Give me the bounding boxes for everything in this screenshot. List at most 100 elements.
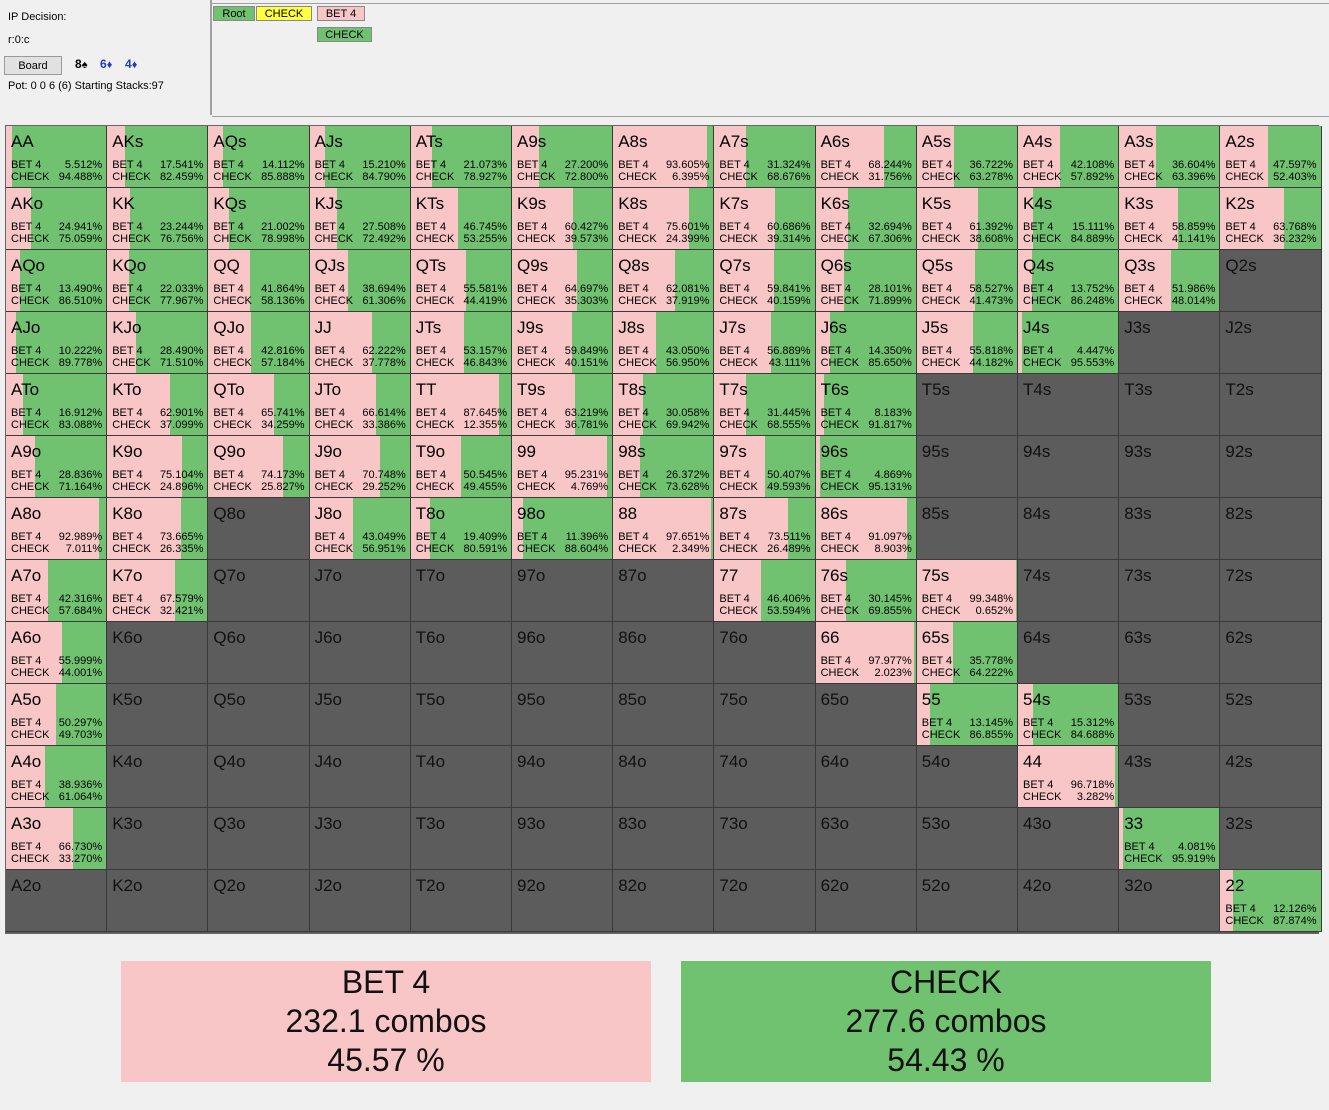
hand-cell[interactable]: K6s BET 4 32.694% CHECK 67.306% — [815, 188, 917, 250]
hand-cell[interactable]: 97s BET 4 50.407% CHECK 49.593% — [714, 436, 816, 498]
hand-cell[interactable]: K2s BET 4 63.768% CHECK 36.232% — [1220, 188, 1322, 250]
hand-cell[interactable]: KTo BET 4 62.901% CHECK 37.099% — [107, 374, 209, 436]
hand-cell[interactable]: Q4o — [208, 746, 310, 808]
hand-cell[interactable]: Q9s BET 4 64.697% CHECK 35.303% — [512, 250, 614, 312]
hand-cell[interactable]: K2o — [107, 870, 209, 932]
hand-cell[interactable]: K9o BET 4 75.104% CHECK 24.896% — [107, 436, 209, 498]
hand-cell[interactable]: 87s BET 4 73.511% CHECK 26.489% — [714, 498, 816, 560]
hand-cell[interactable]: J7s BET 4 56.889% CHECK 43.111% — [714, 312, 816, 374]
hand-cell[interactable]: Q6o — [208, 622, 310, 684]
hand-cell[interactable]: Q9o BET 4 74.173% CHECK 25.827% — [208, 436, 310, 498]
hand-cell[interactable]: ATs BET 4 21.073% CHECK 78.927% — [410, 126, 512, 188]
hand-cell[interactable]: 72o — [714, 870, 816, 932]
hand-cell[interactable]: J8s BET 4 43.050% CHECK 56.950% — [613, 312, 715, 374]
hand-cell[interactable]: Q5o — [208, 684, 310, 746]
hand-cell[interactable]: 74s — [1018, 560, 1120, 622]
hand-cell[interactable]: T9s BET 4 63.219% CHECK 36.781% — [512, 374, 614, 436]
hand-cell[interactable]: 88 BET 4 97.651% CHECK 2.349% — [613, 498, 715, 560]
hand-cell[interactable]: 95o — [512, 684, 614, 746]
hand-cell[interactable]: 83s — [1119, 498, 1221, 560]
board-button[interactable]: Board — [4, 56, 62, 75]
hand-cell[interactable]: 94o — [512, 746, 614, 808]
hand-cell[interactable]: T8s BET 4 30.058% CHECK 69.942% — [613, 374, 715, 436]
hand-cell[interactable]: K3o — [107, 808, 209, 870]
hand-cell[interactable]: 75s BET 4 99.348% CHECK 0.652% — [916, 560, 1018, 622]
hand-cell[interactable]: J6o — [309, 622, 411, 684]
hand-cell[interactable]: J4o — [309, 746, 411, 808]
hand-cell[interactable]: 64o — [815, 746, 917, 808]
hand-cell[interactable]: AJo BET 4 10.222% CHECK 89.778% — [6, 312, 108, 374]
hand-cell[interactable]: J3s — [1119, 312, 1221, 374]
hand-cell[interactable]: K4o — [107, 746, 209, 808]
hand-cell[interactable]: 42s — [1220, 746, 1322, 808]
hand-cell[interactable]: 82o — [613, 870, 715, 932]
hand-cell[interactable]: 62o — [815, 870, 917, 932]
hand-cell[interactable]: 92s — [1220, 436, 1322, 498]
hand-cell[interactable]: 97o — [512, 560, 614, 622]
hand-cell[interactable]: 73o — [714, 808, 816, 870]
hand-cell[interactable]: A3s BET 4 36.604% CHECK 63.396% — [1119, 126, 1221, 188]
hand-cell[interactable]: T3o — [410, 808, 512, 870]
hand-cell[interactable]: AKo BET 4 24.941% CHECK 75.059% — [6, 188, 108, 250]
hand-cell[interactable]: A8s BET 4 93.605% CHECK 6.395% — [613, 126, 715, 188]
hand-cell[interactable]: 55 BET 4 13.145% CHECK 86.855% — [916, 684, 1018, 746]
hand-cell[interactable]: QJo BET 4 42.816% CHECK 57.184% — [208, 312, 310, 374]
hand-cell[interactable]: 54s BET 4 15.312% CHECK 84.688% — [1018, 684, 1120, 746]
hand-cell[interactable]: A4s BET 4 42.108% CHECK 57.892% — [1018, 126, 1120, 188]
hand-cell[interactable]: J9s BET 4 59.849% CHECK 40.151% — [512, 312, 614, 374]
hand-cell[interactable]: 76o — [714, 622, 816, 684]
hand-cell[interactable]: 92o — [512, 870, 614, 932]
hand-cell[interactable]: 75o — [714, 684, 816, 746]
hand-cell[interactable]: T6o — [410, 622, 512, 684]
hand-cell[interactable]: J5o — [309, 684, 411, 746]
hand-cell[interactable]: 72s — [1220, 560, 1322, 622]
hand-cell[interactable]: A3o BET 4 66.730% CHECK 33.270% — [6, 808, 108, 870]
hand-cell[interactable]: A9s BET 4 27.200% CHECK 72.800% — [512, 126, 614, 188]
hand-cell[interactable]: T4s — [1018, 374, 1120, 436]
hand-cell[interactable]: 96o — [512, 622, 614, 684]
hand-cell[interactable]: T5o — [410, 684, 512, 746]
hand-cell[interactable]: 63o — [815, 808, 917, 870]
hand-cell[interactable]: 82s — [1220, 498, 1322, 560]
hand-cell[interactable]: 95s — [916, 436, 1018, 498]
hand-cell[interactable]: QTs BET 4 55.581% CHECK 44.419% — [410, 250, 512, 312]
hand-cell[interactable]: 85s — [916, 498, 1018, 560]
hand-cell[interactable]: J4s BET 4 4.447% CHECK 95.553% — [1018, 312, 1120, 374]
hand-cell[interactable]: 65s BET 4 35.778% CHECK 64.222% — [916, 622, 1018, 684]
hand-cell[interactable]: Q4s BET 4 13.752% CHECK 86.248% — [1018, 250, 1120, 312]
hand-cell[interactable]: KQs BET 4 21.002% CHECK 78.998% — [208, 188, 310, 250]
hand-cell[interactable]: 43s — [1119, 746, 1221, 808]
hand-cell[interactable]: KJs BET 4 27.508% CHECK 72.492% — [309, 188, 411, 250]
hand-cell[interactable]: A4o BET 4 38.936% CHECK 61.064% — [6, 746, 108, 808]
hand-cell[interactable]: 93s — [1119, 436, 1221, 498]
hand-cell[interactable]: JJ BET 4 62.222% CHECK 37.778% — [309, 312, 411, 374]
hand-cell[interactable]: K5o — [107, 684, 209, 746]
hand-cell[interactable]: ATo BET 4 16.912% CHECK 83.088% — [6, 374, 108, 436]
hand-cell[interactable]: 98o BET 4 11.396% CHECK 88.604% — [512, 498, 614, 560]
hand-cell[interactable]: T4o — [410, 746, 512, 808]
hand-cell[interactable]: AA BET 4 5.512% CHECK 94.488% — [6, 126, 108, 188]
tree-node-check[interactable]: CHECK — [256, 6, 312, 21]
hand-cell[interactable]: T2s — [1220, 374, 1322, 436]
hand-cell[interactable]: 86o — [613, 622, 715, 684]
hand-cell[interactable]: 42o — [1018, 870, 1120, 932]
hand-cell[interactable]: 65o — [815, 684, 917, 746]
hand-cell[interactable]: 22 BET 4 12.126% CHECK 87.874% — [1220, 870, 1322, 932]
hand-cell[interactable]: A8o BET 4 92.989% CHECK 7.011% — [6, 498, 108, 560]
hand-cell[interactable]: A2o — [6, 870, 108, 932]
hand-cell[interactable]: T7s BET 4 31.445% CHECK 68.555% — [714, 374, 816, 436]
hand-cell[interactable]: QTo BET 4 65.741% CHECK 34.259% — [208, 374, 310, 436]
hand-cell[interactable]: Q6s BET 4 28.101% CHECK 71.899% — [815, 250, 917, 312]
hand-cell[interactable]: 32o — [1119, 870, 1221, 932]
hand-cell[interactable]: 99 BET 4 95.231% CHECK 4.769% — [512, 436, 614, 498]
hand-cell[interactable]: K4s BET 4 15.111% CHECK 84.889% — [1018, 188, 1120, 250]
hand-cell[interactable]: J9o BET 4 70.748% CHECK 29.252% — [309, 436, 411, 498]
hand-cell[interactable]: Q2o — [208, 870, 310, 932]
hand-cell[interactable]: 94s — [1018, 436, 1120, 498]
hand-cell[interactable]: KJo BET 4 28.490% CHECK 71.510% — [107, 312, 209, 374]
hand-cell[interactable]: 77 BET 4 46.406% CHECK 53.594% — [714, 560, 816, 622]
hand-cell[interactable]: A6o BET 4 55.999% CHECK 44.001% — [6, 622, 108, 684]
hand-cell[interactable]: A7o BET 4 42.316% CHECK 57.684% — [6, 560, 108, 622]
hand-cell[interactable]: 54o — [916, 746, 1018, 808]
hand-cell[interactable]: 86s BET 4 91.097% CHECK 8.903% — [815, 498, 917, 560]
